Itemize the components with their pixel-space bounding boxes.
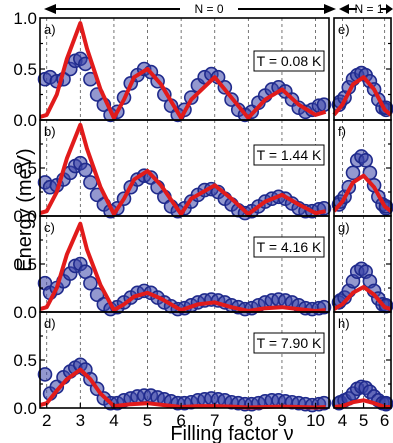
temperature-label: T = 0.08 K (257, 53, 322, 69)
data-point (37, 367, 53, 382)
panel-label-left: a) (44, 22, 56, 37)
y-tick-label: 0.5 (13, 159, 37, 178)
x-tick-label: 8 (244, 411, 253, 430)
y-tick-label: 1.0 (13, 9, 37, 28)
temperature-box (253, 332, 325, 354)
x-tick-label: 4 (109, 411, 118, 430)
fit-curve (333, 285, 392, 312)
panel-label-left: b) (44, 124, 56, 139)
fit-curve (332, 173, 393, 213)
y-tick-label: 0.5 (13, 60, 37, 79)
y-tick-label: 0.5 (13, 255, 37, 274)
panel-label-left: c) (44, 220, 55, 235)
x-tick-label: 7 (210, 411, 219, 430)
temperature-box (253, 50, 325, 72)
fit-curve (332, 75, 393, 117)
x-tick-label: 3 (76, 411, 85, 430)
header-arrow-right (339, 4, 393, 14)
x-tick-label: 6 (380, 411, 389, 430)
data-point (358, 153, 373, 168)
data-point (362, 165, 378, 181)
header-arrow-left (44, 4, 336, 14)
data-point (83, 275, 98, 291)
panel-label-right: e) (338, 22, 350, 37)
x-tick-label: 5 (359, 411, 368, 430)
fit-curve (39, 367, 326, 410)
header-label-n0: N = 0 (194, 2, 223, 16)
y-tick-label: 0.0 (13, 399, 37, 418)
y-axis-title: Energy (meV) (14, 148, 36, 271)
data-point (83, 175, 98, 190)
x-tick-label: 2 (42, 411, 51, 430)
fit-curve (39, 21, 327, 120)
fit-curve (39, 221, 326, 313)
temperature-label: T = 4.16 K (257, 239, 322, 255)
x-axis-title: Filling factor ν (170, 423, 293, 443)
y-tick-label: 0.0 (13, 111, 37, 130)
panel-label-right: f) (338, 124, 346, 139)
x-tick-label: 10 (306, 411, 325, 430)
temperature-label: T = 1.44 K (257, 147, 322, 163)
data-point (78, 162, 93, 178)
fit-curve (39, 122, 326, 217)
panel-label-right: h) (338, 316, 350, 331)
x-tick-label: 4 (338, 411, 347, 430)
y-tick-label: 0.0 (13, 207, 37, 226)
header-label-n1: N = 1 (354, 2, 383, 16)
x-tick-label: 5 (143, 411, 152, 430)
temperature-box (253, 236, 325, 258)
labels: 0.0 0.5 1.0 a) e) T = 0.08 K 0.0 0.5 b) f) T = 1.4… (13, 9, 389, 430)
panel-label-left: d) (44, 316, 56, 331)
y-tick-label: 0.5 (13, 351, 37, 370)
x-tick-label: 6 (176, 411, 185, 430)
data-point (345, 165, 361, 181)
y-tick-label: 0.0 (13, 303, 37, 322)
fit-curves (39, 21, 393, 410)
x-tick-label: 9 (277, 411, 286, 430)
temperature-label: T = 7.90 K (257, 335, 322, 351)
temperature-box (253, 144, 325, 166)
axis-ticks (40, 42, 391, 409)
panel-label-right: g) (338, 220, 350, 235)
